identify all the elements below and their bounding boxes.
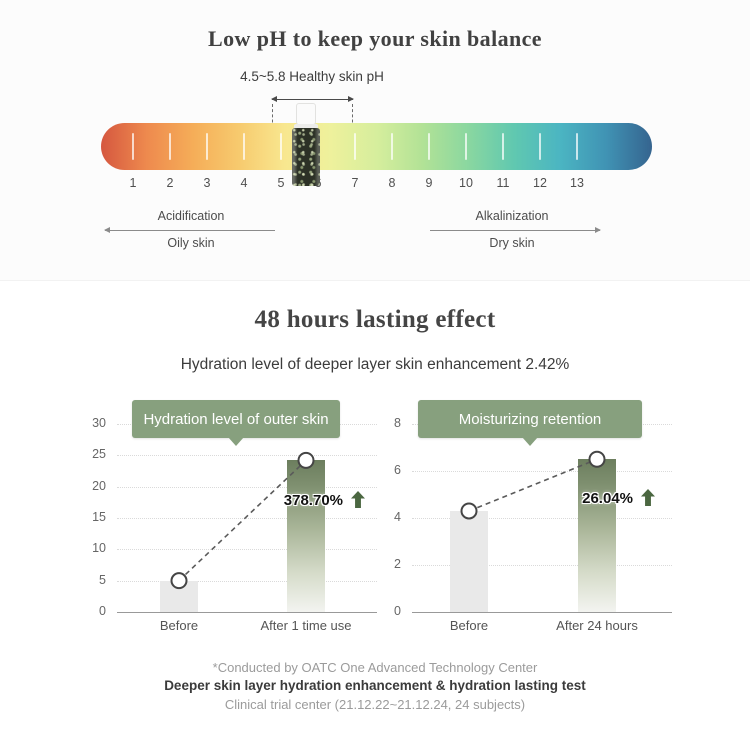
ph-scale-number: 12 bbox=[533, 176, 547, 190]
bottle-body bbox=[292, 128, 320, 186]
bar-before bbox=[450, 510, 488, 612]
ph-scale-number: 8 bbox=[388, 176, 396, 190]
ph-scale-number: 11 bbox=[496, 176, 510, 190]
chart-moisturizing-retention: 0 2 4 6 8 Before After 24 hours Moisturizing re… bbox=[375, 395, 675, 645]
y-axis-label: 25 bbox=[92, 447, 106, 462]
percent-increase-label: 26.04% bbox=[582, 490, 633, 507]
y-axis-label: 0 bbox=[394, 604, 401, 618]
effect-section-title: 48 hours lasting effect bbox=[254, 306, 496, 333]
healthy-ph-callout: 4.5~5.8 Healthy skin pH bbox=[240, 69, 384, 84]
alkalinization-label: Alkalinization bbox=[475, 209, 549, 223]
data-point-marker bbox=[297, 451, 315, 469]
footnote-trial-info: Clinical trial center (21.12.22~21.12.24… bbox=[224, 697, 526, 712]
ph-scale-number: 3 bbox=[203, 176, 211, 190]
data-point-marker bbox=[460, 502, 478, 520]
ph-section-title: Low pH to keep your skin balance bbox=[208, 26, 542, 51]
data-point-marker bbox=[170, 572, 188, 590]
ph-tick bbox=[354, 133, 356, 160]
trend-overlay bbox=[170, 451, 315, 590]
ph-scale-number: 2 bbox=[166, 176, 174, 190]
ph-scale-number: 10 bbox=[459, 176, 473, 190]
effect-section-subtitle: Hydration level of deeper layer skin enh… bbox=[180, 356, 570, 373]
ph-tick bbox=[243, 133, 245, 160]
healthy-range-arrow bbox=[271, 95, 354, 102]
bottle-cap-icon bbox=[296, 103, 316, 125]
ph-tick bbox=[206, 133, 208, 160]
grid-line bbox=[412, 471, 672, 472]
footnote-conducted-by: *Conducted by OATC One Advanced Technolo… bbox=[212, 660, 538, 675]
grid-line bbox=[117, 518, 377, 519]
ph-section: Low pH to keep your skin balance 4.5~5.8… bbox=[0, 0, 750, 281]
trend-line bbox=[468, 458, 598, 512]
ph-scale-number: 1 bbox=[129, 176, 137, 190]
trend-overlay bbox=[460, 450, 606, 520]
y-axis-label: 0 bbox=[99, 604, 106, 618]
oily-skin-label: Oily skin bbox=[167, 236, 215, 250]
y-axis-label: 2 bbox=[394, 557, 401, 571]
acidification-label: Acidification bbox=[157, 209, 225, 223]
percent-increase-label: 378.70% bbox=[283, 492, 343, 509]
ph-tick bbox=[391, 133, 393, 160]
ph-scale-number: 13 bbox=[570, 176, 584, 190]
ph-tick bbox=[465, 133, 467, 160]
y-axis-label: 8 bbox=[394, 416, 401, 430]
ph-scale-number: 4 bbox=[240, 176, 248, 190]
trend-line bbox=[178, 459, 307, 582]
chart-title-badge: Moisturizing retention bbox=[418, 400, 642, 438]
grid-line bbox=[412, 565, 672, 566]
bar-after bbox=[287, 460, 325, 612]
ph-tick bbox=[169, 133, 171, 160]
x-axis-line bbox=[117, 612, 377, 613]
y-axis-label: 5 bbox=[99, 572, 106, 587]
chart-hydration-outer-skin: 0 5 10 15 20 25 30 Before After 1 time use Hydrat… bbox=[80, 395, 380, 645]
dry-skin-label: Dry skin bbox=[489, 236, 535, 250]
ph-tick bbox=[428, 133, 430, 160]
x-axis-label: After 24 hours bbox=[556, 618, 638, 633]
y-axis-label: 6 bbox=[394, 463, 401, 477]
grid-line bbox=[117, 580, 377, 582]
alkalinization-arrow-icon bbox=[430, 227, 601, 234]
bottle-neck-ring bbox=[294, 124, 318, 129]
data-point-marker bbox=[588, 450, 606, 468]
ph-tick bbox=[502, 133, 504, 160]
grid-line bbox=[117, 549, 377, 551]
ph-gradient-bar bbox=[101, 123, 652, 170]
grid-line bbox=[117, 455, 377, 457]
y-axis-label: 15 bbox=[92, 510, 106, 524]
ph-tick bbox=[539, 133, 541, 160]
ph-tick bbox=[576, 133, 578, 160]
ph-scale-number: 9 bbox=[425, 176, 433, 190]
grid-line bbox=[412, 518, 672, 519]
x-axis-label: After 1 time use bbox=[260, 618, 352, 633]
acidification-arrow-icon bbox=[104, 227, 275, 234]
y-axis-label: 30 bbox=[92, 416, 106, 430]
ph-tick bbox=[280, 133, 282, 160]
x-axis-label: Before bbox=[159, 618, 199, 633]
x-axis-line bbox=[412, 612, 672, 613]
x-axis-label: Before bbox=[449, 618, 489, 633]
ph-scale-number: 7 bbox=[351, 176, 359, 190]
footnote-test-name: Deeper skin layer hydration enhancement … bbox=[164, 678, 586, 693]
chart-title-badge: Hydration level of outer skin bbox=[132, 400, 340, 438]
y-axis-label: 20 bbox=[92, 478, 106, 493]
y-axis-label: 4 bbox=[394, 510, 401, 524]
y-axis-label: 10 bbox=[92, 541, 106, 556]
grid-line bbox=[117, 486, 377, 488]
ph-scale-number: 5 bbox=[277, 176, 285, 190]
ph-tick bbox=[132, 133, 134, 160]
bar-after bbox=[578, 459, 616, 612]
